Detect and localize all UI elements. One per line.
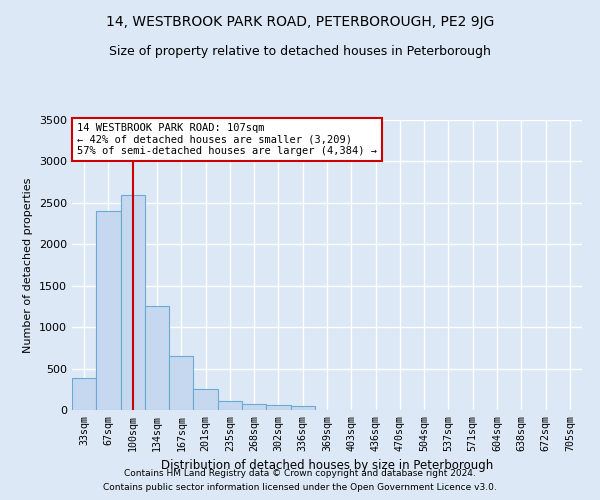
Bar — [242, 404, 266, 410]
Text: 14 WESTBROOK PARK ROAD: 107sqm
← 42% of detached houses are smaller (3,209)
57% : 14 WESTBROOK PARK ROAD: 107sqm ← 42% of … — [77, 123, 377, 156]
Bar — [290, 406, 315, 410]
Bar — [145, 306, 169, 410]
Bar — [266, 405, 290, 410]
Text: 14, WESTBROOK PARK ROAD, PETERBOROUGH, PE2 9JG: 14, WESTBROOK PARK ROAD, PETERBOROUGH, P… — [106, 15, 494, 29]
Text: Contains HM Land Registry data © Crown copyright and database right 2024.: Contains HM Land Registry data © Crown c… — [124, 468, 476, 477]
Bar — [193, 390, 218, 410]
Text: Size of property relative to detached houses in Peterborough: Size of property relative to detached ho… — [109, 45, 491, 58]
Y-axis label: Number of detached properties: Number of detached properties — [23, 178, 34, 352]
Text: Contains public sector information licensed under the Open Government Licence v3: Contains public sector information licen… — [103, 484, 497, 492]
Bar — [72, 378, 96, 410]
Bar — [121, 194, 145, 410]
Bar — [169, 356, 193, 410]
Bar — [96, 211, 121, 410]
Bar — [218, 401, 242, 410]
X-axis label: Distribution of detached houses by size in Peterborough: Distribution of detached houses by size … — [161, 459, 493, 472]
